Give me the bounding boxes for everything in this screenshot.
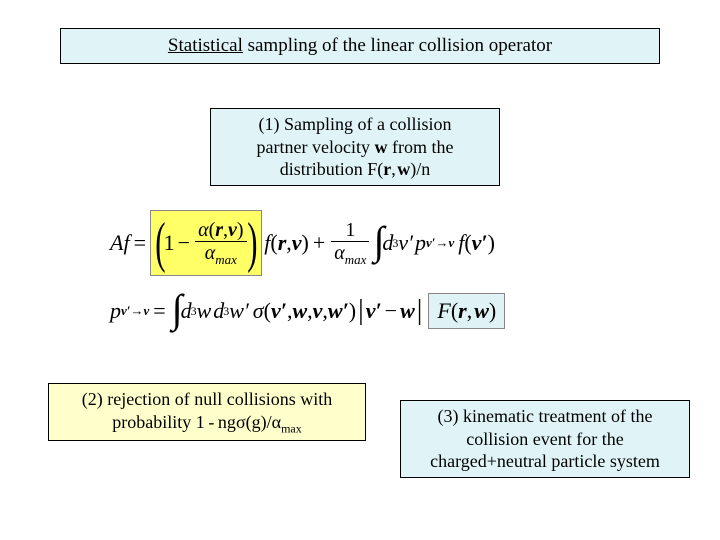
alpha-fraction: α(r,v) αmax [195,220,247,266]
step1-line3: distribution F(r, w)/n [219,158,491,181]
title-underlined: Statistical [168,35,243,56]
title-box: Statistical sampling of the linear colli… [60,28,660,64]
step3-line1: (3) kinematic treatment of the [409,405,681,428]
step3-line3: charged+neutral particle system [409,450,681,473]
integral-icon: ∫ [172,289,183,329]
step3-line2: collision event for the [409,428,681,451]
equation-line-2: pv′→v = ∫ d3w d3w′ σ (v′,w,v,w′) | v′ − … [110,282,650,340]
title-rest: sampling of the linear collision operato… [243,35,552,56]
cyan-highlight-term: F (r,w) [428,293,505,329]
title-text: Statistical sampling of the linear colli… [168,34,552,58]
step1-line1: (1) Sampling of a collision [219,113,491,136]
step2-box: (2) rejection of null collisions with pr… [48,383,366,441]
step2-line2: probability 1 - ngσ(g)/αmax [57,411,357,437]
step1-w: w [374,137,387,157]
equation-block: Af = ( 1 − α(r,v) αmax ) f (r,v) + 1 αma… [110,210,650,340]
equation-line-1: Af = ( 1 − α(r,v) αmax ) f (r,v) + 1 αma… [110,210,650,276]
step3-box: (3) kinematic treatment of the collision… [400,400,690,478]
step2-line1: (2) rejection of null collisions with [57,388,357,411]
one-over-amax: 1 αmax [331,220,369,266]
integral-icon: ∫ [373,221,384,261]
step1-line2: partner velocity w from the [219,136,491,159]
yellow-highlight-term: ( 1 − α(r,v) αmax ) [150,210,262,276]
step1-box: (1) Sampling of a collision partner velo… [210,108,500,186]
